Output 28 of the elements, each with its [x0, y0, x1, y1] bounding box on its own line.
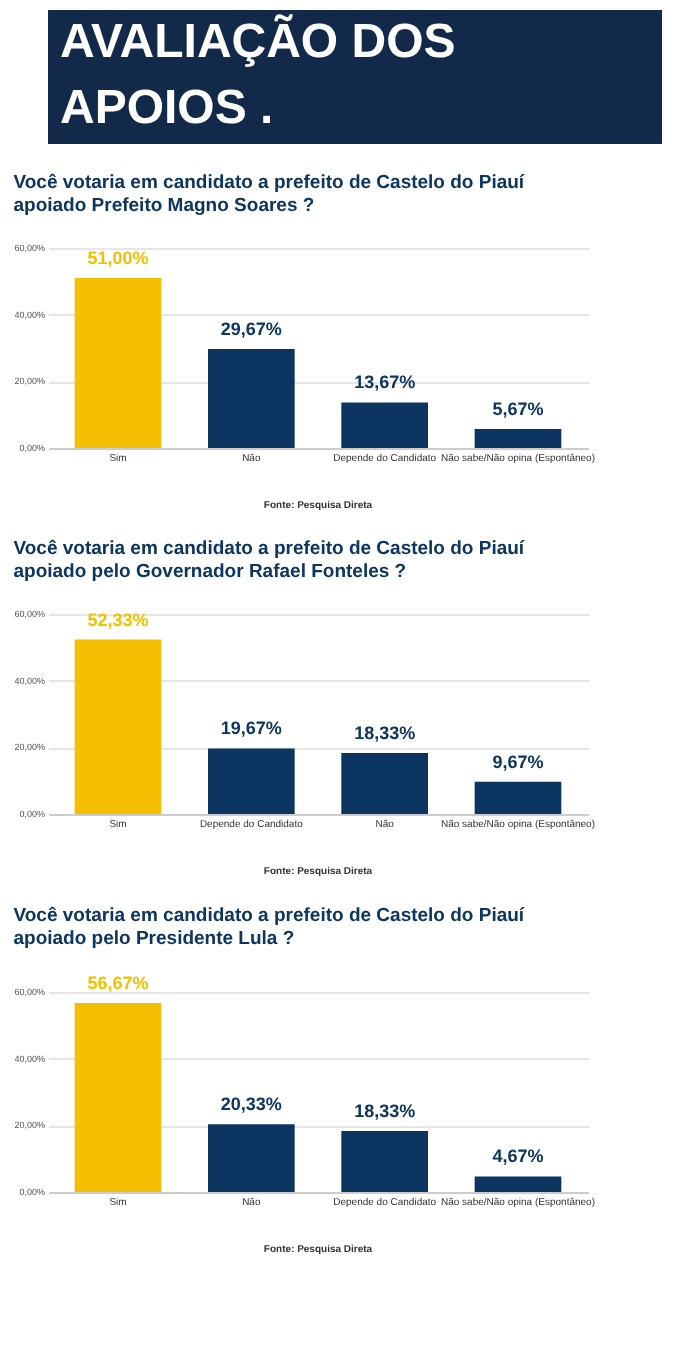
bar	[74, 639, 162, 814]
bar	[474, 1176, 562, 1192]
data-label: 19,67%	[220, 718, 282, 739]
data-label: 9,67%	[492, 751, 544, 772]
data-label: 56,67%	[87, 973, 149, 994]
bar	[208, 1124, 295, 1192]
data-label: 29,67%	[220, 319, 282, 340]
bar	[474, 429, 562, 448]
data-label: 4,67%	[492, 1146, 544, 1167]
bar	[341, 1130, 428, 1192]
chart-title: Você votaria em candidato a prefeito de Castelo do Piauí apoiado Prefeito Magno Soares ?	[13, 172, 525, 217]
chart-title: Você votaria em candidato a prefeito de Castelo do Piauí apoiado pelo Presidente Lula ?	[13, 905, 525, 951]
data-label: 51,00%	[87, 248, 149, 268]
data-label: 18,33%	[354, 722, 416, 743]
bar	[474, 781, 562, 814]
bar	[341, 402, 428, 448]
chart-title: Você votaria em candidato a prefeito de Castelo do Piauí apoiado pelo Governador Rafael Fonteles ?	[13, 538, 525, 583]
bar	[208, 349, 295, 448]
data-label: 5,67%	[492, 399, 544, 420]
text: AVALIAÇÃO DOS APOIOS .	[60, 13, 456, 135]
bar	[74, 1003, 162, 1192]
bar	[208, 748, 295, 814]
data-label: 18,33%	[354, 1100, 416, 1121]
data-label: 13,67%	[354, 372, 416, 393]
data-label: 20,33%	[220, 1094, 282, 1115]
bar	[74, 278, 162, 448]
bar	[341, 752, 428, 814]
data-label: 52,33%	[87, 609, 149, 630]
